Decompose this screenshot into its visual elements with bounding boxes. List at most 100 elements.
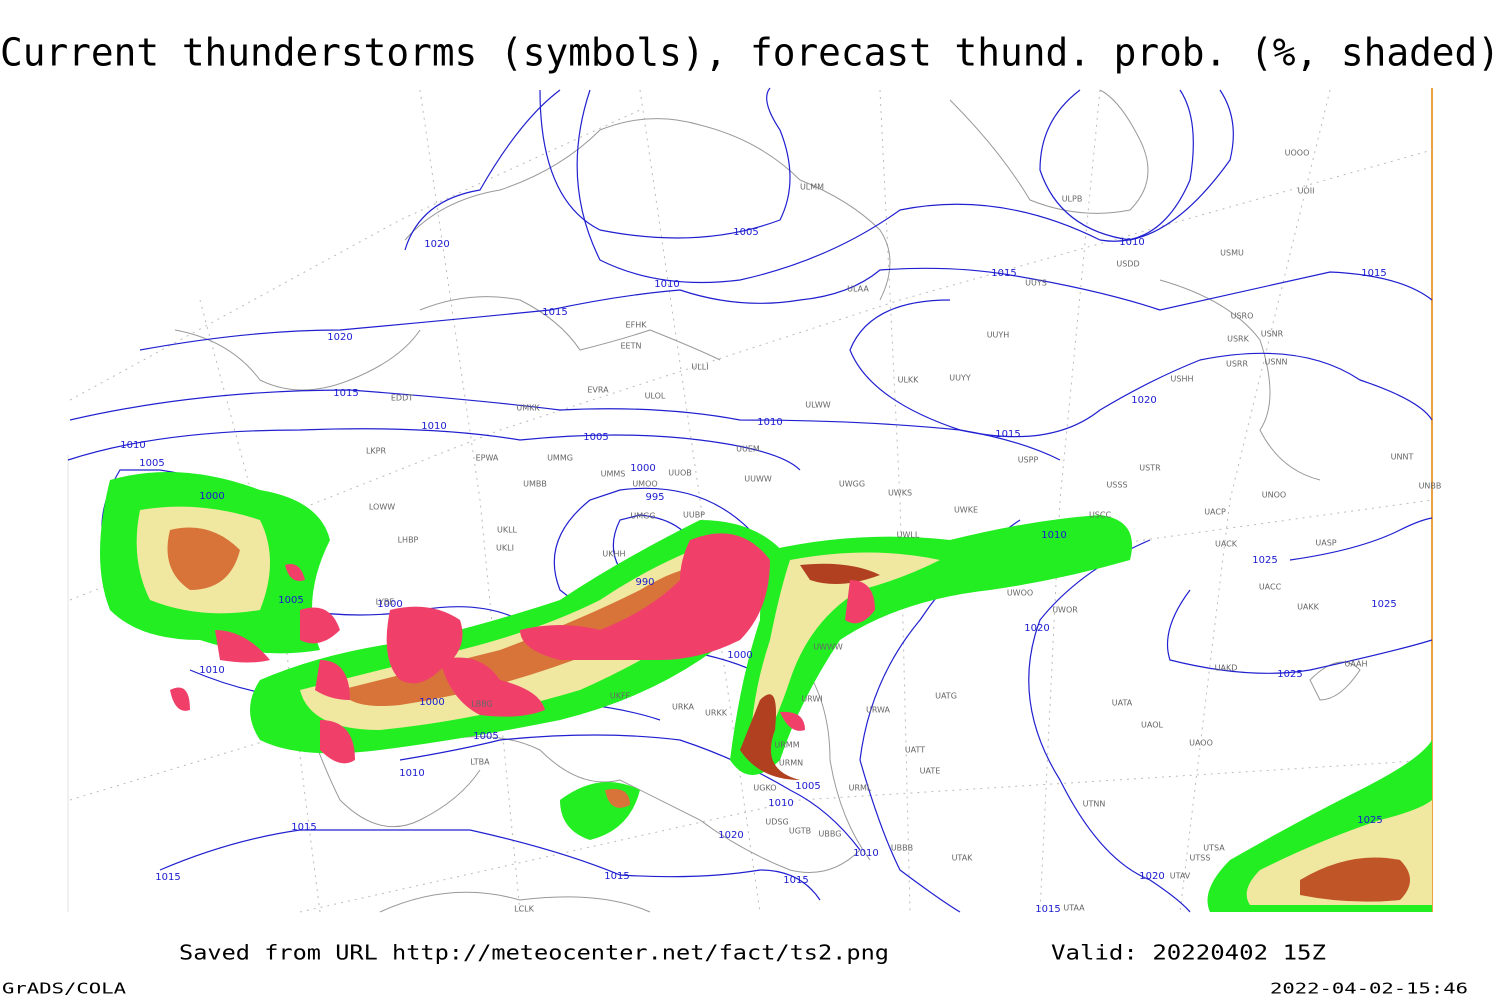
isobar-label: 1015 xyxy=(1035,904,1060,915)
isobar xyxy=(159,829,821,901)
station-label: UOOO xyxy=(1285,149,1310,158)
isobar-label: 1015 xyxy=(991,268,1016,279)
coastline xyxy=(949,89,1149,214)
station-label: UATT xyxy=(905,746,925,755)
station-label: UATE xyxy=(920,767,941,776)
isobar-label: 1000 xyxy=(377,599,402,610)
coastline xyxy=(174,329,421,391)
station-label: LTBA xyxy=(470,758,490,767)
isobar-label: 1020 xyxy=(718,830,743,841)
station-label: LOWW xyxy=(369,503,395,512)
station-label: URKA xyxy=(672,703,695,712)
station-label: UKLI xyxy=(496,544,514,553)
station-label: UUYH xyxy=(987,331,1010,340)
isobar-labels: 1020 1005 1010 1015 1020 1015 1010 1005 1010 1015… xyxy=(120,227,1396,915)
station-label: UKLL xyxy=(497,526,518,535)
isobar-label: 1020 xyxy=(1024,623,1049,634)
station-label: ULWW xyxy=(805,401,830,410)
coastline xyxy=(1159,279,1321,481)
station-label: UACK xyxy=(1215,540,1238,549)
station-label: USRR xyxy=(1226,360,1248,369)
valid-time: Valid: 20220402 15Z xyxy=(1051,941,1326,965)
probability-shading xyxy=(100,472,1432,912)
isobar xyxy=(399,734,861,851)
station-label: UMGG xyxy=(630,512,655,521)
isobar-label: 1015 xyxy=(155,872,180,883)
station-label: UWKS xyxy=(888,489,912,498)
station-label: URMN xyxy=(779,759,803,768)
station-label: UAKD xyxy=(1215,664,1238,673)
station-label: EVRA xyxy=(587,386,609,395)
station-label: URKK xyxy=(705,709,728,718)
isobar-label: 1010 xyxy=(757,417,782,428)
station-label: USSS xyxy=(1106,481,1127,490)
isobar xyxy=(67,428,801,471)
station-label: UATA xyxy=(1112,699,1133,708)
grid-line xyxy=(639,89,761,913)
station-labels: ULMM ULAA UUYH ULKK UUYY ULWW UUYS ULPB USDD USMU… xyxy=(366,149,1441,914)
station-label: UWLL xyxy=(897,531,920,540)
isobar-label: 1020 xyxy=(1131,395,1156,406)
station-label: UWGG xyxy=(839,480,865,489)
isobar-label: 1015 xyxy=(333,388,358,399)
station-label: USPP xyxy=(1018,456,1039,465)
isobar-label: 1025 xyxy=(1252,555,1277,566)
coastline xyxy=(379,891,651,913)
station-label: EFHK xyxy=(626,321,648,330)
isobar-label: 1005 xyxy=(473,731,498,742)
storm-cluster xyxy=(215,607,350,700)
isobar-label: 1015 xyxy=(291,822,316,833)
grid-line xyxy=(1179,89,1331,913)
station-label: UMKK xyxy=(516,404,540,413)
station-label: UWWW xyxy=(813,643,843,652)
station-label: USRO xyxy=(1231,312,1254,321)
station-label: UTAA xyxy=(1063,904,1085,913)
station-label: UBBG xyxy=(819,830,842,839)
isobar-label: 1000 xyxy=(727,650,752,661)
station-label: LHBP xyxy=(398,536,419,545)
storm-cluster xyxy=(170,564,355,764)
station-label: UMMS xyxy=(601,470,626,479)
isobar-label: 1015 xyxy=(1361,268,1386,279)
storm-cluster xyxy=(440,657,545,717)
station-label: UTNN xyxy=(1083,800,1106,809)
isobar-label: 995 xyxy=(645,492,664,503)
station-label: ULKK xyxy=(898,376,920,385)
isobar-label: 1005 xyxy=(139,458,164,469)
station-label: UMBB xyxy=(523,480,547,489)
station-label: LYBE xyxy=(376,598,395,607)
station-label: UGTB xyxy=(789,827,811,836)
storm-cluster xyxy=(520,533,770,660)
isobar-label: 1000 xyxy=(199,491,224,502)
isobar-label: 1005 xyxy=(733,227,758,238)
isobar-label: 1010 xyxy=(399,768,424,779)
station-label: LCLK xyxy=(514,905,535,914)
station-label: ULMM xyxy=(800,183,824,192)
isobar-label: 1010 xyxy=(120,440,145,451)
coastline xyxy=(419,296,721,361)
isobar-label: 1010 xyxy=(768,798,793,809)
station-label: UUOB xyxy=(668,469,692,478)
thunderstorm-symbols xyxy=(170,533,875,764)
station-label: UBBB xyxy=(891,844,913,853)
title: Current thunderstorms (symbols), forecas… xyxy=(0,31,1500,75)
isobar xyxy=(139,267,1433,351)
timestamp: 2022-04-02-15:46 xyxy=(1270,980,1468,998)
station-label: UOII xyxy=(1298,187,1315,196)
storm-cluster xyxy=(780,580,875,731)
station-label: URMM xyxy=(774,741,799,750)
isobar-label: 1010 xyxy=(853,848,878,859)
coastline xyxy=(404,118,891,301)
isobar-label: 1020 xyxy=(424,239,449,250)
station-label: LBBG xyxy=(471,700,493,709)
isobar-label: 1025 xyxy=(1357,815,1382,826)
station-label: UAAH xyxy=(1344,660,1367,669)
station-label: ULOL xyxy=(645,392,666,401)
station-label: ULPB xyxy=(1062,195,1083,204)
grid-line xyxy=(419,89,521,913)
shade-high xyxy=(740,563,880,780)
station-label: EPWA xyxy=(476,454,499,463)
isobar-label: 1010 xyxy=(1041,530,1066,541)
isobar-label: 1005 xyxy=(278,595,303,606)
